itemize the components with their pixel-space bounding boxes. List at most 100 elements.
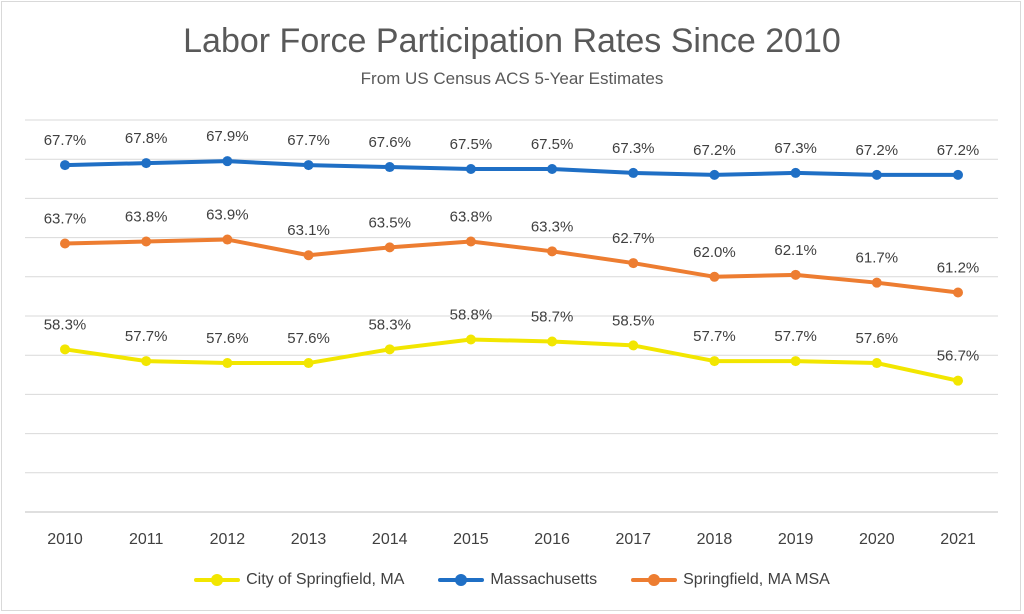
data-point (790, 167, 801, 178)
data-point (871, 277, 882, 288)
data-label: 67.2% (693, 142, 736, 159)
data-label: 67.3% (612, 140, 655, 157)
data-point (953, 169, 963, 180)
legend-label-springfield-msa: Springfield, MA MSA (683, 571, 830, 588)
x-tick-label: 2011 (129, 531, 164, 548)
data-point (790, 356, 801, 367)
data-label: 67.8% (125, 130, 168, 147)
data-point (790, 269, 801, 280)
data-label: 58.8% (450, 307, 493, 324)
data-label: 58.7% (531, 308, 574, 325)
data-point (953, 287, 963, 298)
data-label: 62.1% (774, 242, 817, 259)
data-point (222, 358, 233, 369)
chart-title: Labor Force Participation Rates Since 20… (183, 22, 841, 60)
data-label: 57.6% (287, 330, 330, 347)
data-label: 67.5% (450, 136, 493, 153)
data-label: 58.3% (44, 316, 87, 333)
data-label: 62.0% (693, 244, 736, 261)
x-tick-label: 2012 (210, 531, 246, 548)
series-line (63, 237, 960, 295)
x-tick-label: 2018 (697, 531, 733, 548)
data-label: 63.8% (450, 209, 493, 226)
legend-item-springfield-city: City of Springfield, MA (194, 571, 404, 589)
data-point (871, 358, 882, 369)
chart-subtitle: From US Census ACS 5-Year Estimates (360, 69, 664, 88)
data-label: 58.5% (612, 312, 655, 329)
data-point (222, 234, 233, 245)
data-label: 62.7% (612, 230, 655, 247)
x-tick-label: 2014 (372, 531, 408, 548)
data-point (303, 250, 314, 261)
data-label: 67.5% (531, 136, 574, 153)
legend-swatch-massachusetts (438, 571, 485, 589)
data-label: 67.7% (287, 132, 330, 149)
data-point (628, 167, 639, 178)
data-point (141, 356, 152, 367)
data-label: 63.9% (206, 207, 249, 224)
x-tick-label: 2010 (47, 531, 83, 548)
x-tick-label: 2013 (291, 531, 327, 548)
data-label: 63.8% (125, 209, 168, 226)
series-line (63, 337, 960, 383)
data-label: 67.2% (856, 142, 899, 159)
data-label: 56.7% (937, 348, 980, 365)
data-point (547, 164, 558, 174)
data-point (303, 358, 314, 369)
data-point (547, 246, 558, 257)
data-point (547, 336, 558, 347)
data-point (303, 160, 314, 171)
data-label: 67.2% (937, 142, 980, 159)
data-point (709, 271, 720, 282)
x-tick-label: 2015 (453, 531, 489, 548)
x-tick-label: 2020 (859, 531, 895, 548)
x-tick-label: 2021 (940, 531, 976, 548)
legend: City of Springfield, MA Massachusetts Sp… (0, 571, 1024, 589)
data-point (465, 236, 476, 247)
data-point (60, 160, 70, 171)
legend-label-massachusetts: Massachusetts (490, 571, 598, 588)
legend-swatch-springfield-city (194, 571, 241, 589)
data-point (871, 169, 882, 180)
data-label: 67.3% (774, 140, 817, 157)
data-label: 57.7% (693, 328, 736, 345)
data-label: 67.9% (206, 128, 249, 145)
data-point (628, 340, 639, 351)
data-point (222, 156, 233, 167)
data-point (141, 158, 152, 169)
legend-item-springfield-msa: Springfield, MA MSA (631, 571, 830, 589)
x-tick-label: 2017 (615, 531, 651, 548)
data-label: 57.6% (856, 330, 899, 347)
legend-label-springfield-city: City of Springfield, MA (246, 571, 405, 588)
data-point (384, 242, 395, 253)
data-label: 61.2% (937, 259, 980, 276)
data-point (141, 236, 152, 247)
data-point (60, 344, 70, 355)
data-label: 63.1% (287, 222, 330, 239)
data-point (384, 344, 395, 355)
data-point (709, 169, 720, 180)
data-label: 57.7% (774, 328, 817, 345)
x-tick-label: 2019 (778, 531, 814, 548)
data-label: 63.7% (44, 210, 87, 227)
data-point (384, 162, 395, 173)
data-label: 61.7% (856, 250, 899, 267)
data-label: 63.5% (368, 214, 411, 231)
data-label: 67.7% (44, 132, 87, 149)
data-label: 63.3% (531, 218, 574, 235)
data-point (709, 356, 720, 367)
data-label: 57.7% (125, 328, 168, 345)
data-point (953, 375, 963, 386)
data-label: 58.3% (368, 316, 411, 333)
data-label: 57.6% (206, 330, 249, 347)
data-point (60, 238, 70, 249)
x-tick-label: 2016 (534, 531, 570, 548)
data-point (465, 334, 476, 345)
data-point (628, 258, 639, 269)
legend-item-massachusetts: Massachusetts (438, 571, 597, 589)
data-label: 67.6% (368, 134, 411, 151)
data-point (465, 164, 476, 174)
legend-swatch-springfield-msa (631, 571, 678, 589)
